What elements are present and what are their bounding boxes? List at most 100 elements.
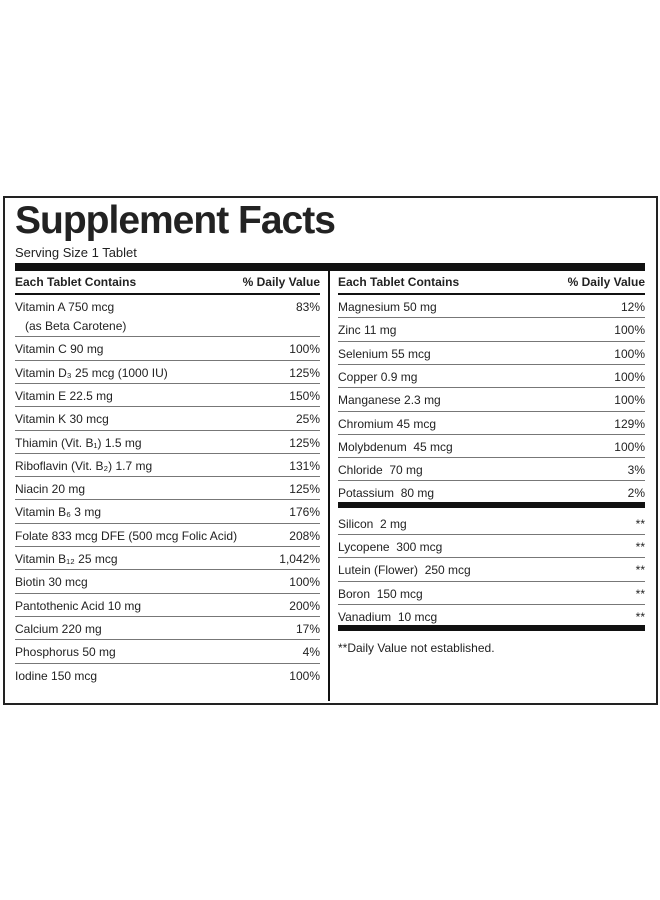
nutrient-name: Pantothenic Acid 10 mg: [15, 598, 142, 613]
row-rule: [15, 569, 320, 571]
nutrient-name: Vitamin A 750 mcg: [15, 300, 115, 314]
daily-value: 125%: [289, 435, 320, 450]
daily-value: 125%: [289, 482, 320, 497]
row-rule: [338, 410, 645, 412]
nutrient-name: Vitamin C 90 mg: [15, 342, 104, 357]
nutrient-name: Boron 150 mcg: [338, 586, 423, 601]
row-rule: [15, 336, 320, 338]
thick-rule: [338, 501, 645, 508]
row-rule: [15, 382, 320, 384]
daily-value: 3%: [627, 463, 645, 478]
nutrient-name: Vitamin E 22.5 mg: [15, 388, 113, 403]
nutrient-note: (as Beta Carotene): [25, 319, 127, 333]
nutrient-name: Vanadium 10 mcg: [338, 609, 438, 624]
thick-rule: [338, 625, 645, 632]
daily-value: 100%: [614, 346, 645, 361]
daily-value: 100%: [289, 668, 320, 683]
nutrient-name: Vitamin B₆ 3 mg: [15, 505, 101, 520]
nutrient-name: Chloride 70 mg: [338, 463, 423, 478]
column-header: Each Tablet Contains: [338, 275, 460, 289]
row-rule: [15, 499, 320, 501]
daily-value: 176%: [289, 505, 320, 520]
daily-value: 25%: [295, 412, 320, 427]
nutrient-name: Folate 833 mcg DFE (500 mcg Folic Acid): [15, 528, 238, 543]
footnote: **Daily Value not established.: [338, 641, 495, 656]
row-rule: [338, 580, 645, 582]
nutrient-name: Copper 0.9 mg: [338, 369, 418, 384]
nutrient-name: Vitamin K 30 mcg: [15, 412, 109, 427]
daily-value: 100%: [614, 393, 645, 408]
daily-value: 12%: [620, 300, 645, 314]
nutrient-name: Niacin 20 mg: [15, 482, 86, 497]
nutrient-name: Lutein (Flower) 250 mcg: [338, 563, 471, 578]
daily-value: **: [635, 540, 645, 554]
daily-value: 125%: [289, 365, 320, 380]
row-rule: [15, 546, 320, 547]
nutrient-name: Zinc 11 mg: [338, 323, 397, 338]
daily-value: 208%: [289, 528, 320, 543]
daily-value: 83%: [295, 300, 320, 314]
row-rule: [15, 662, 320, 664]
nutrient-name: Iodine 150 mcg: [15, 668, 98, 683]
daily-value: 100%: [614, 369, 645, 384]
nutrient-name: Biotin 30 mcg: [15, 575, 88, 590]
daily-value: 100%: [289, 575, 320, 590]
row-rule: [338, 457, 645, 459]
daily-value: **: [635, 609, 645, 624]
column-header: % Daily Value: [567, 275, 645, 289]
nutrient-name: Magnesium 50 mg: [338, 300, 437, 314]
daily-value: 4%: [302, 645, 320, 660]
daily-value: 200%: [289, 598, 320, 613]
row-rule: [338, 317, 645, 319]
column-divider: [328, 271, 330, 701]
daily-value: 150%: [289, 388, 320, 403]
row-rule: [15, 639, 320, 641]
row-rule: [338, 363, 645, 365]
nutrient-name: Phosphorus 50 mg: [15, 645, 116, 660]
thick-rule: [15, 263, 645, 271]
row-rule: [15, 476, 320, 478]
daily-value: **: [635, 516, 645, 531]
daily-value: 131%: [289, 458, 320, 473]
row-rule: [338, 387, 645, 389]
nutrient-name: Molybdenum 45 mcg: [338, 439, 453, 454]
row-rule: [15, 406, 320, 408]
daily-value: 1,042%: [279, 552, 320, 566]
row-rule: [338, 340, 645, 342]
row-rule: [15, 429, 320, 431]
nutrient-name: Calcium 220 mg: [15, 621, 102, 636]
row-rule: [15, 522, 320, 524]
title: Supplement Facts: [15, 199, 336, 242]
header-rule: [338, 293, 645, 295]
daily-value: 100%: [614, 439, 645, 454]
daily-value: 2%: [627, 486, 645, 501]
row-rule: [338, 557, 645, 559]
nutrient-name: Potassium 80 mg: [338, 486, 435, 501]
daily-value: **: [635, 586, 645, 601]
daily-value: **: [635, 563, 645, 578]
nutrient-name: Manganese 2.3 mg: [338, 393, 441, 408]
header-rule: [15, 293, 320, 295]
label-frame: [3, 196, 658, 705]
nutrient-name: Chromium 45 mcg: [338, 416, 437, 431]
daily-value: 100%: [289, 342, 320, 357]
nutrient-name: Lycopene 300 mcg: [338, 540, 443, 554]
row-rule: [338, 480, 645, 482]
serving-size: Serving Size 1 Tablet: [15, 245, 137, 260]
row-rule: [338, 433, 645, 435]
row-rule: [15, 359, 320, 361]
nutrient-name: Silicon 2 mg: [338, 516, 407, 531]
row-rule: [338, 603, 645, 605]
nutrient-name: Thiamin (Vit. B₁) 1.5 mg: [15, 435, 142, 450]
nutrient-name: Vitamin D₃ 25 mcg (1000 IU): [15, 365, 168, 380]
nutrient-name: Vitamin B₁₂ 25 mcg: [15, 552, 118, 566]
daily-value: 17%: [295, 621, 320, 636]
nutrient-name: Riboflavin (Vit. B₂) 1.7 mg: [15, 458, 153, 473]
row-rule: [15, 592, 320, 594]
daily-value: 100%: [614, 323, 645, 338]
nutrient-name: Selenium 55 mcg: [338, 346, 431, 361]
column-header: Each Tablet Contains: [15, 275, 137, 289]
row-rule: [15, 452, 320, 454]
daily-value: 129%: [614, 416, 645, 431]
